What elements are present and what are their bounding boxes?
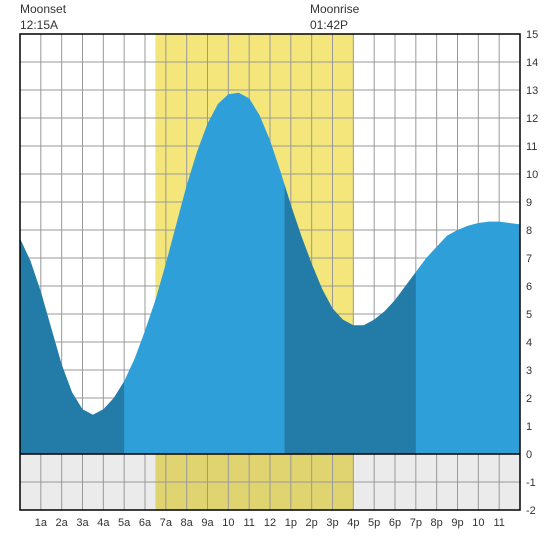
moonset-label: Moonset 12:15A: [20, 2, 66, 33]
svg-text:6: 6: [526, 281, 532, 293]
svg-text:9p: 9p: [451, 517, 463, 529]
svg-text:11: 11: [493, 517, 504, 529]
svg-text:10: 10: [222, 517, 234, 529]
svg-text:2p: 2p: [306, 517, 318, 529]
chart-svg: -2-101234567891011121314151a2a3a4a5a6a7a…: [0, 0, 550, 550]
svg-text:3a: 3a: [76, 517, 89, 529]
svg-text:-2: -2: [526, 505, 536, 517]
svg-text:5p: 5p: [368, 517, 380, 529]
svg-text:5: 5: [526, 309, 532, 321]
svg-text:1a: 1a: [35, 517, 48, 529]
svg-text:3: 3: [526, 365, 532, 377]
svg-text:4a: 4a: [97, 517, 110, 529]
svg-text:8a: 8a: [181, 517, 194, 529]
svg-text:12: 12: [264, 517, 276, 529]
svg-text:11: 11: [243, 517, 254, 529]
svg-text:2: 2: [526, 393, 532, 405]
svg-text:3p: 3p: [326, 517, 338, 529]
svg-text:2a: 2a: [56, 517, 69, 529]
moonrise-time: 01:42P: [310, 18, 348, 32]
svg-text:8: 8: [526, 225, 532, 237]
moonrise-label: Moonrise 01:42P: [310, 2, 359, 33]
svg-text:6p: 6p: [389, 517, 401, 529]
svg-text:10: 10: [526, 169, 538, 181]
moonset-time: 12:15A: [20, 18, 58, 32]
svg-text:8p: 8p: [431, 517, 443, 529]
svg-text:10: 10: [472, 517, 484, 529]
svg-text:11: 11: [526, 141, 537, 153]
svg-text:1p: 1p: [285, 517, 297, 529]
moonset-title: Moonset: [20, 2, 66, 16]
svg-text:5a: 5a: [118, 517, 131, 529]
svg-text:7a: 7a: [160, 517, 173, 529]
tide-moon-chart: Moonset 12:15A Moonrise 01:42P -2-101234…: [0, 0, 550, 550]
svg-text:4: 4: [526, 337, 532, 349]
svg-text:4p: 4p: [347, 517, 359, 529]
svg-text:-1: -1: [526, 477, 536, 489]
svg-text:7p: 7p: [410, 517, 422, 529]
svg-text:0: 0: [526, 449, 532, 461]
svg-text:13: 13: [526, 85, 538, 97]
svg-text:15: 15: [526, 29, 538, 41]
svg-text:9a: 9a: [201, 517, 214, 529]
svg-text:7: 7: [526, 253, 532, 265]
svg-text:12: 12: [526, 113, 538, 125]
svg-text:1: 1: [526, 421, 532, 433]
moonrise-title: Moonrise: [310, 2, 359, 16]
svg-text:14: 14: [526, 57, 538, 69]
svg-text:9: 9: [526, 197, 532, 209]
svg-text:6a: 6a: [139, 517, 152, 529]
